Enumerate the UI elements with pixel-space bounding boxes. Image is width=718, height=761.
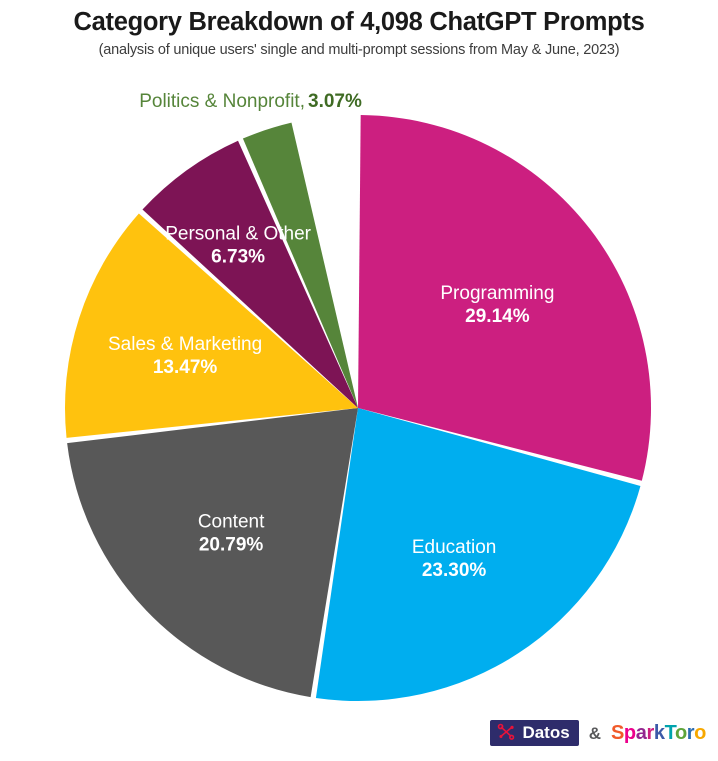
sparktoro-letter: S [610,722,624,744]
slice-label-name: Programming [440,283,554,304]
sparktoro-letter: a [635,722,647,744]
chart-header: Category Breakdown of 4,098 ChatGPT Prom… [0,0,718,59]
datos-logo[interactable]: Datos [490,720,579,746]
footer-attribution: Datos & SparkToro [0,713,718,753]
sparktoro-logo[interactable]: SparkToro [611,723,706,743]
sparktoro-letter: o [674,722,687,744]
slice-label-value: 20.79% [199,535,264,556]
slice-label-name: Education [412,537,497,558]
slice-label-value: 3.07% [308,91,362,112]
sparktoro-letter: p [623,722,636,744]
slice-label-value: 13.47% [153,357,218,378]
sparktoro-letter: T [664,722,676,744]
slice-label-name: Personal & Other [165,224,311,245]
sparktoro-letter: o [694,722,706,744]
node-link-icon [498,723,515,740]
pie-slice-sales-marketing[interactable] [64,213,359,438]
sparktoro-letter: r [646,722,654,744]
chart-subtitle: (analysis of unique users' single and mu… [98,42,620,59]
ampersand-separator: & [588,723,601,743]
sparktoro-letter: k [653,722,665,744]
datos-wordmark: Datos [522,723,570,742]
slice-label-name: Sales & Marketing [108,334,262,355]
slice-label-value: 6.73% [211,247,265,268]
pie-slice-programming[interactable] [358,115,651,481]
slice-label-name: Politics & Nonprofit, [139,91,305,112]
sparktoro-letter: r [686,722,695,744]
pie-slice-personal-other[interactable] [142,140,358,408]
pie-slice-politics-nonprofit[interactable] [242,122,358,409]
pie-slice-education[interactable] [315,408,641,701]
slice-label-value: 29.14% [465,306,530,327]
slice-label-value: 23.30% [422,560,487,581]
slice-label-name: Content [198,512,265,533]
page-title: Category Breakdown of 4,098 ChatGPT Prom… [73,8,645,36]
pie-slice-group [64,115,651,701]
pie-slice-content[interactable] [67,408,359,698]
